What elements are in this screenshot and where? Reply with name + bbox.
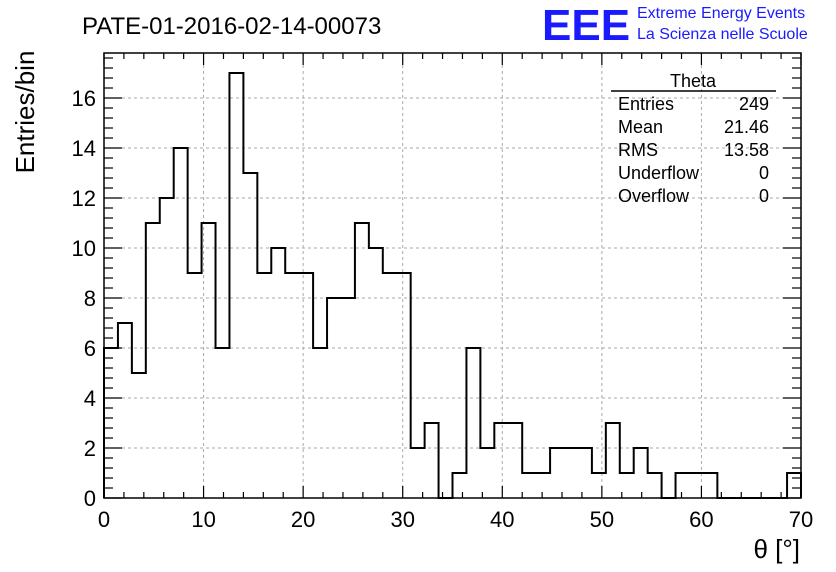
- histogram-bin: [257, 273, 271, 498]
- y-tick-label: 4: [84, 386, 96, 411]
- eee-logo-mark: EEE: [542, 1, 630, 50]
- x-tick-label: 20: [291, 507, 315, 532]
- histogram-bin: [383, 273, 397, 498]
- histogram-bin: [425, 423, 439, 498]
- histogram-bin: [118, 323, 132, 498]
- histogram-bin: [285, 273, 299, 498]
- histogram-bin: [453, 473, 467, 498]
- histogram-bin: [466, 348, 480, 498]
- stats-value-overflow: 0: [759, 186, 769, 206]
- histogram-bin: [578, 448, 592, 498]
- histogram-bins: [104, 73, 801, 498]
- histogram-bin: [146, 223, 160, 498]
- histogram-bin: [397, 273, 411, 498]
- eee-logo: EEE Extreme Energy Events La Scienza nel…: [542, 1, 808, 50]
- histogram-bin: [703, 473, 717, 498]
- x-axis-ticks: 0 10 20 30 40 50 60 70: [98, 53, 813, 532]
- y-tick-label: 6: [84, 336, 96, 361]
- stats-label-entries: Entries: [618, 94, 674, 114]
- histogram-bin: [480, 448, 494, 498]
- chart-title: PATE-01-2016-02-14-00073: [82, 13, 381, 40]
- histogram-bin: [132, 373, 146, 498]
- histogram-bin: [188, 273, 202, 498]
- x-tick-label: 10: [191, 507, 215, 532]
- eee-logo-line2: La Scienza nelle Scuole: [637, 26, 808, 43]
- histogram-bin: [606, 423, 620, 498]
- histogram-bin: [522, 473, 536, 498]
- y-tick-label: 8: [84, 286, 96, 311]
- histogram-bin: [676, 473, 690, 498]
- x-tick-label: 70: [789, 507, 813, 532]
- x-tick-label: 60: [689, 507, 713, 532]
- stats-label-mean: Mean: [618, 117, 663, 137]
- stats-value-rms: 13.58: [724, 140, 769, 160]
- y-tick-label: 2: [84, 436, 96, 461]
- histogram-bin: [313, 348, 327, 498]
- y-axis-ticks: 0 2 4 6 8 10 12 14 16: [72, 57, 801, 511]
- plot-frame: [103, 52, 802, 499]
- y-axis-label: Entries/bin: [10, 51, 40, 174]
- eee-logo-line1: Extreme Energy Events: [637, 5, 805, 22]
- x-tick-label: 0: [98, 507, 110, 532]
- histogram-bin: [216, 348, 230, 498]
- histogram-bin: [592, 473, 606, 498]
- histogram-bin: [564, 448, 578, 498]
- histogram-bin: [508, 423, 522, 498]
- histogram-step-line: [103, 72, 802, 499]
- histogram-bin: [299, 273, 313, 498]
- stats-value-mean: 21.46: [724, 117, 769, 137]
- histogram-bin: [271, 248, 285, 498]
- histogram-bin: [243, 173, 257, 498]
- histogram-bin: [787, 473, 801, 498]
- stats-box-title: Theta: [670, 71, 717, 91]
- x-axis-label: θ [°]: [753, 534, 800, 564]
- stats-label-overflow: Overflow: [618, 186, 690, 206]
- stats-label-rms: RMS: [618, 140, 658, 160]
- histogram-bin: [550, 448, 564, 498]
- stats-label-underflow: Underflow: [618, 163, 700, 183]
- x-tick-label: 40: [490, 507, 514, 532]
- histogram-bin: [369, 248, 383, 498]
- histogram-bin: [355, 223, 369, 498]
- y-tick-label: 16: [72, 86, 96, 111]
- stats-box: Theta Entries 249 Mean 21.46 RMS 13.58 U…: [611, 71, 776, 206]
- y-tick-label: 14: [72, 136, 96, 161]
- histogram-bin: [229, 73, 243, 498]
- histogram-bin: [104, 348, 118, 498]
- y-tick-label: 10: [72, 236, 96, 261]
- x-tick-label: 30: [390, 507, 414, 532]
- x-tick-label: 50: [590, 507, 614, 532]
- y-tick-label: 0: [84, 486, 96, 511]
- histogram-bin: [411, 448, 425, 498]
- histogram-bin: [536, 473, 550, 498]
- stats-value-underflow: 0: [759, 163, 769, 183]
- grid-lines: [104, 53, 801, 498]
- histogram-bin: [648, 473, 662, 498]
- stats-value-entries: 249: [739, 94, 769, 114]
- y-tick-label: 12: [72, 186, 96, 211]
- histogram-bin: [174, 148, 188, 498]
- histogram-bin: [634, 448, 648, 498]
- histogram-bin: [494, 423, 508, 498]
